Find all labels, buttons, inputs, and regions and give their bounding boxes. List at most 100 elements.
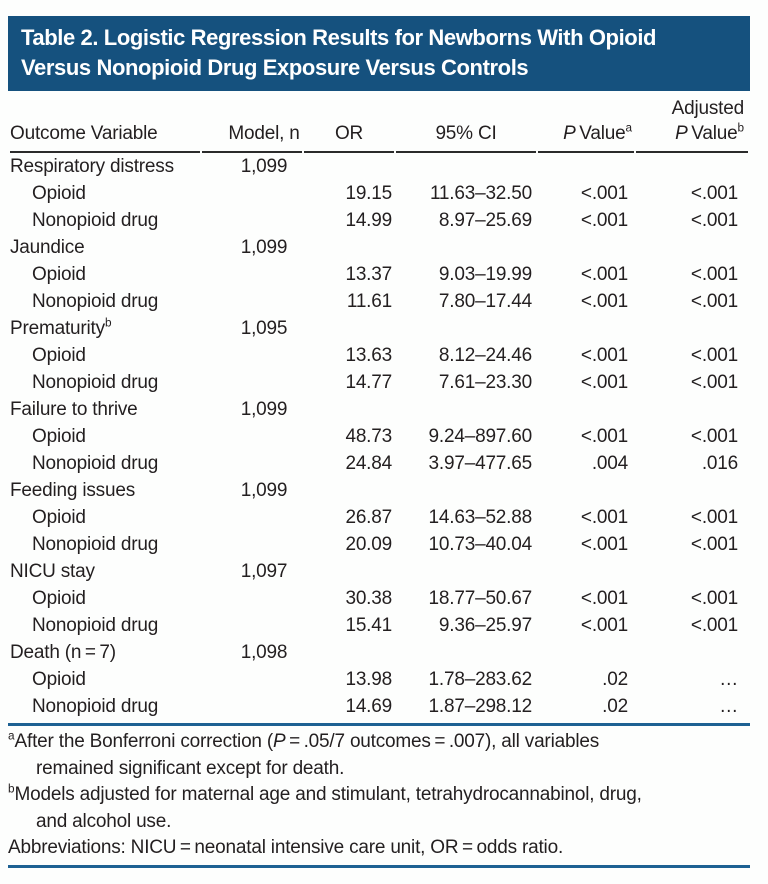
superscript-a: a [625,121,632,135]
cell-or: 14.99 [304,207,394,234]
cell-or [304,153,394,180]
cell-outcome-variable: Nonopioid drug [10,288,200,315]
cell-p-value: .02 [538,666,634,693]
col-header-p-value: P Valuea [538,96,634,153]
table-body: Respiratory distress 1,099 Opioid 19.15 11.6… [10,153,748,720]
cell-adjusted-p-value: <.001 [636,585,748,612]
cell-model-n: 1,099 [202,153,302,180]
cell-text: 8.97–25.69 [438,210,532,231]
footnote-text: = .05/7 outcomes = .007), all variables [285,731,600,752]
cell-outcome-variable: Nonopioid drug [10,207,200,234]
cell-text: 18.77–50.67 [428,588,533,609]
cell-p-value: <.001 [538,261,634,288]
cell-text: <.001 [690,615,738,636]
cell-text: 14.63–52.88 [428,507,533,528]
cell-95ci: 9.03–19.99 [396,261,536,288]
col-header-label: Model, n [228,123,300,144]
cell-text: 1,099 [240,480,288,501]
cell-text: Jaundice [10,237,85,258]
cell-95ci [396,153,536,180]
table-row: Failure to thrive 1,099 [10,396,748,423]
cell-text: 1.78–283.62 [428,669,533,690]
cell-or: 48.73 [304,423,394,450]
cell-text: Opioid [32,264,86,285]
results-table: Outcome Variable Model, n OR 95% CI P Va… [8,96,750,720]
cell-adjusted-p-value [636,558,748,585]
cell-or [304,396,394,423]
cell-95ci: 7.80–17.44 [396,288,536,315]
cell-text: Death (n = 7) [10,642,116,663]
cell-95ci: 8.12–24.46 [396,342,536,369]
cell-outcome-variable: NICU stay [10,558,200,585]
col-header-95ci: 95% CI [396,96,536,153]
cell-95ci: 14.63–52.88 [396,504,536,531]
cell-text: <.001 [690,372,738,393]
cell-text: NICU stay [10,561,95,582]
cell-model-n: 1,099 [202,396,302,423]
cell-p-value [538,477,634,504]
cell-model-n [202,423,302,450]
cell-95ci [396,396,536,423]
cell-text: 14.77 [345,372,392,393]
cell-text: 10.73–40.04 [428,534,533,555]
cell-model-n [202,693,302,720]
cell-outcome-variable: Opioid [10,666,200,693]
cell-outcome-variable: Feeding issues [10,477,200,504]
cell-outcome-variable: Opioid [10,261,200,288]
table-row: Opioid 13.63 8.12–24.46 <.001 <.001 [10,342,748,369]
cell-text: <.001 [580,291,628,312]
cell-adjusted-p-value: .016 [636,450,748,477]
cell-text: Nonopioid drug [32,372,159,393]
cell-text: .016 [701,453,738,474]
cell-text: <.001 [580,615,628,636]
cell-text: 7.61–23.30 [438,372,532,393]
cell-or: 13.98 [304,666,394,693]
cell-text: … [719,696,738,717]
cell-text: Feeding issues [10,480,135,501]
footnote-a-line2: remained significant except for death. [36,757,345,779]
cell-text: Nonopioid drug [32,453,159,474]
cell-adjusted-p-value: <.001 [636,612,748,639]
cell-text: 14.99 [345,210,392,231]
cell-text: 19.15 [345,183,392,204]
cell-95ci: 3.97–477.65 [396,450,536,477]
cell-95ci: 9.24–897.60 [396,423,536,450]
cell-or [304,234,394,261]
cell-model-n [202,585,302,612]
cell-text: <.001 [580,345,628,366]
cell-95ci: 9.36–25.97 [396,612,536,639]
superscript-b: b [104,316,112,330]
cell-outcome-variable: Nonopioid drug [10,531,200,558]
cell-text: … [719,669,738,690]
cell-p-value: <.001 [538,612,634,639]
cell-text: <.001 [580,507,628,528]
cell-text: <.001 [690,345,738,366]
cell-or: 19.15 [304,180,394,207]
cell-adjusted-p-value [636,234,748,261]
table-title-line2: Versus Nonopioid Drug Exposure Versus Co… [21,55,529,80]
cell-text: Failure to thrive [10,399,138,420]
cell-adjusted-p-value [636,153,748,180]
table-row: Nonopioid drug 20.09 10.73–40.04 <.001 <.001 [10,531,748,558]
cell-or: 14.69 [304,693,394,720]
cell-p-value [538,315,634,342]
cell-model-n [202,612,302,639]
cell-95ci [396,234,536,261]
cell-text: 9.03–19.99 [438,264,532,285]
cell-text: 11.63–32.50 [429,183,532,204]
table-row: Opioid 19.15 11.63–32.50 <.001 <.001 [10,180,748,207]
cell-text: .004 [591,453,628,474]
cell-text: 48.73 [345,426,392,447]
cell-text: <.001 [580,183,628,204]
cell-adjusted-p-value: <.001 [636,423,748,450]
cell-text: Prematurity [10,318,105,339]
cell-or: 13.63 [304,342,394,369]
col-header-label: Value [575,123,626,144]
p-italic: P [675,123,688,144]
cell-outcome-variable: Prematurityb [10,315,200,342]
cell-text: 3.97–477.65 [428,453,533,474]
table-row: Opioid 30.38 18.77–50.67 <.001 <.001 [10,585,748,612]
cell-95ci [396,558,536,585]
cell-text: 1,098 [240,642,288,663]
cell-95ci: 11.63–32.50 [396,180,536,207]
